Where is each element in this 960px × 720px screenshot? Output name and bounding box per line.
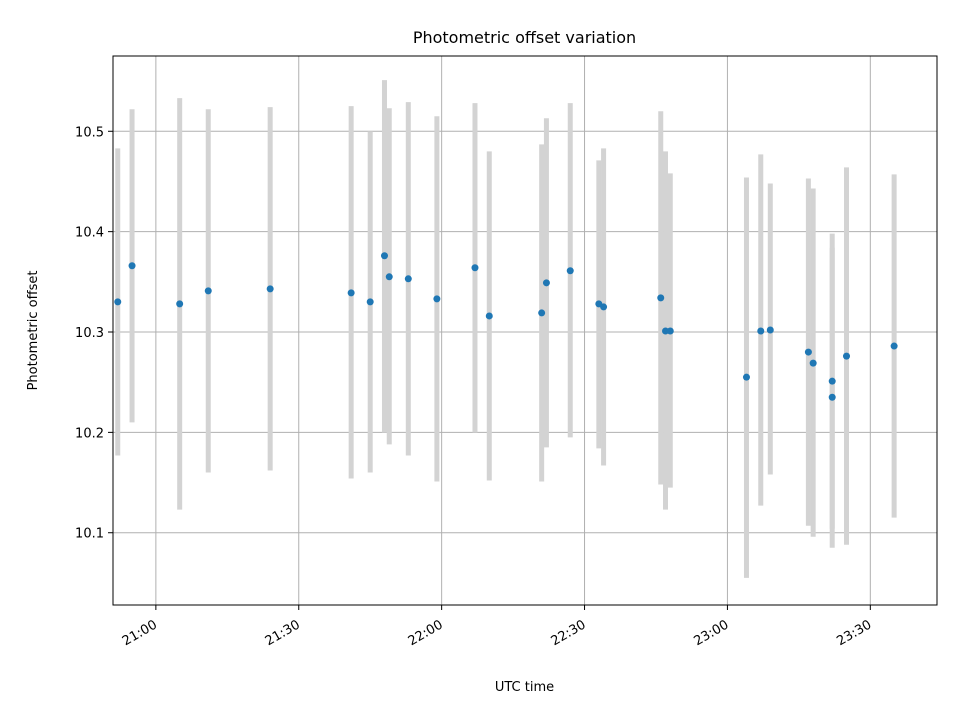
data-point	[385, 273, 393, 281]
data-point	[176, 300, 184, 308]
data-point	[128, 262, 136, 270]
y-tick-label: 10.2	[75, 426, 104, 441]
x-axis-ticks: 21:00 21:30 22:00 22:30 23:00 23:30	[120, 605, 874, 649]
error-bars	[115, 80, 897, 578]
data-point	[804, 348, 812, 356]
data-point	[666, 327, 674, 335]
x-tick-label: 21:00	[120, 617, 160, 649]
data-point	[204, 287, 212, 295]
x-tick-label: 22:00	[406, 617, 446, 649]
x-axis-label: UTC time	[495, 680, 554, 695]
data-points	[114, 252, 898, 401]
x-tick-label: 22:30	[549, 617, 589, 649]
data-point	[600, 303, 608, 311]
data-point	[766, 326, 774, 334]
data-point	[828, 393, 836, 401]
data-point	[471, 264, 479, 272]
data-point	[843, 352, 851, 360]
data-point	[538, 309, 546, 317]
data-point	[404, 275, 412, 283]
y-tick-label: 10.5	[75, 125, 104, 140]
plot-frame	[112, 55, 938, 606]
y-tick-label: 10.4	[75, 226, 104, 241]
data-point	[347, 289, 355, 297]
data-point	[542, 279, 550, 287]
y-axis-label: Photometric offset	[26, 271, 41, 391]
data-point	[266, 285, 274, 293]
x-tick-label: 23:30	[834, 617, 874, 649]
data-point	[809, 359, 817, 367]
x-tick-label: 23:00	[691, 617, 731, 649]
x-tick-label: 21:30	[263, 617, 303, 649]
data-point	[114, 298, 122, 306]
data-point	[828, 377, 836, 385]
data-point	[366, 298, 374, 306]
y-tick-label: 10.1	[75, 527, 104, 542]
chart-title: Photometric offset variation	[413, 28, 636, 47]
data-point	[566, 267, 574, 275]
data-point	[657, 294, 665, 302]
grid	[113, 56, 937, 605]
data-point	[380, 252, 388, 260]
data-point	[433, 295, 441, 303]
data-point	[890, 342, 898, 350]
data-point	[742, 373, 750, 381]
data-point	[757, 327, 765, 335]
data-point	[485, 312, 493, 320]
y-tick-label: 10.3	[75, 326, 104, 341]
y-axis-ticks: 10.1 10.2 10.3 10.4 10.5	[75, 125, 113, 542]
